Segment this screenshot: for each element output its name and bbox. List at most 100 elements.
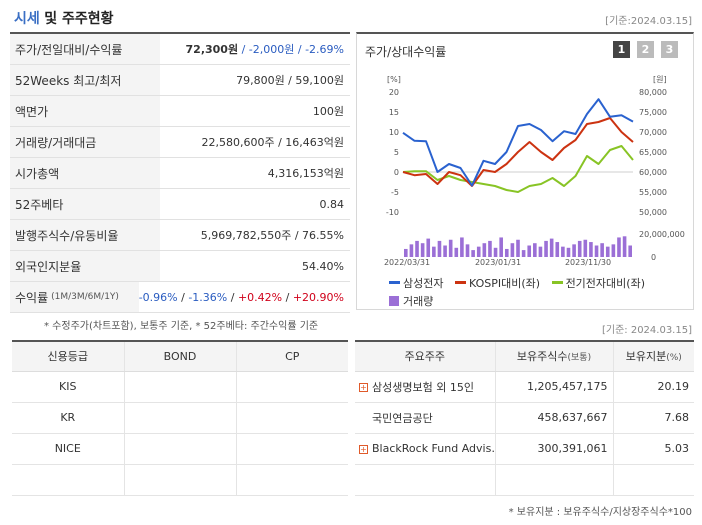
chart-period-button-3[interactable]: 3 [661, 41, 678, 58]
spacer-icon: + [359, 414, 368, 423]
x-tick-label: 2023/01/31 [475, 258, 521, 267]
price-chart: [%] [원] 20 15 10 5 0 -5 -10 80,000 75,000 70,000 6… [384, 75, 685, 267]
legend-swatch [389, 281, 400, 284]
return-1y: +20.90% [292, 290, 344, 304]
volume-bar [544, 240, 548, 257]
quote-value: 72,300원 / -2,000원 / -2.69% [160, 41, 350, 57]
left-tick-label: 5 [394, 148, 399, 157]
volume-bar [527, 245, 532, 257]
volume-bar [583, 239, 588, 257]
quote-label: 시가총액 [10, 158, 160, 188]
col-header: 보유주식수(보통) [494, 341, 613, 372]
volume-bar [415, 240, 419, 257]
volume-bar [594, 245, 599, 257]
legend-swatch [389, 295, 399, 306]
legend-elec: 전기전자대비(좌) [551, 275, 645, 291]
table-row: KIS [12, 371, 348, 403]
shares-cell: 1,205,457,175 [494, 371, 613, 403]
holder-name-cell[interactable]: + 삼성생명보험 외 15인 [355, 371, 495, 403]
holders-reference-date: [기준: 2024.03.15] [601, 325, 692, 336]
right-unit-label: [원] [653, 75, 667, 84]
table-row: + 삼성생명보험 외 15인 1,205,457,175 20.19 [355, 371, 694, 403]
title-rest: 및 주주현황 [44, 11, 114, 27]
x-tick-label: 2023/11/30 [565, 258, 611, 267]
table-row: + BlackRock Fund Advis… 300,391,061 5.03 [355, 433, 694, 465]
col-header: CP [235, 341, 348, 372]
right-tick-label: 50,000 [639, 208, 667, 217]
cp-cell [235, 464, 348, 496]
table-row [355, 464, 694, 496]
volume-bar [499, 237, 503, 257]
pct-cell: 7.68 [612, 402, 694, 434]
col-header-text: 보유주식수 [516, 350, 568, 364]
legend-label: 거래량 [403, 294, 434, 308]
volume-bar [448, 239, 453, 257]
left-unit-label: [%] [387, 75, 401, 84]
volume-bar [521, 250, 526, 257]
quote-value: 54.40% [302, 259, 344, 273]
quote-label: 52주베타 [10, 189, 160, 219]
change-value: / -2,000원 / [238, 43, 306, 56]
left-tick-label: 10 [389, 128, 399, 137]
quote-label: 발행주식수/유동비율 [10, 220, 160, 250]
volume-bar [611, 244, 616, 257]
quote-table: 주가/전일대비/수익률 72,300원 / -2,000원 / -2.69% 5… [10, 32, 350, 313]
quote-footnote: * 수정주가(차트포함), 보통주 기준, * 52주베타: 주간수익률 기준 [44, 321, 319, 332]
volume-tick-label: 20,000,000 [639, 230, 685, 239]
quote-row: 거래량/거래대금 22,580,600주 / 16,463억원 [10, 127, 350, 158]
holder-name-cell[interactable]: + BlackRock Fund Advis… [355, 433, 495, 465]
volume-bar [443, 245, 447, 257]
shares-cell: 300,391,061 [494, 433, 613, 465]
shares-cell [494, 464, 613, 496]
volume-tick-label: 0 [651, 253, 656, 262]
col-header-text: 보유지분 [625, 350, 667, 364]
volume-bar [454, 247, 459, 257]
holder-name[interactable]: BlackRock Fund Advis… [372, 442, 495, 455]
quote-row: 수익률 (1M/3M/6M/1Y) -0.96% / -1.36% / +0.42… [10, 282, 350, 313]
volume-bar [538, 246, 543, 257]
return-1m: -0.96% [138, 290, 178, 304]
quote-row: 외국인지분율 54.40% [10, 251, 350, 282]
col-header-sub: (보통) [567, 353, 592, 364]
legend-label: 전기전자대비(좌) [565, 276, 645, 290]
volume-bar [572, 244, 576, 257]
legend-volume: 거래량 [389, 293, 433, 309]
quote-value: 0.84 [319, 197, 345, 211]
quote-label: 수익률 (1M/3M/6M/1Y) [10, 282, 139, 312]
volume-bar [516, 239, 520, 257]
reference-date: [기준:2024.03.15] [605, 16, 692, 27]
chart-period-button-1[interactable]: 1 [613, 41, 630, 58]
volume-bar [605, 246, 610, 257]
volume-bar [566, 247, 571, 257]
volume-bar [465, 244, 470, 257]
returns-label: 수익률 [15, 290, 49, 305]
left-tick-label: -10 [386, 208, 399, 217]
table-row: NICE [12, 433, 348, 465]
holder-name: 국민연금공단 [372, 411, 433, 425]
page-title: 시세 및 주주현황 [14, 8, 114, 28]
col-header: 보유지분(%) [612, 341, 694, 372]
col-header-sub: (%) [666, 353, 682, 364]
quote-label: 액면가 [10, 96, 160, 126]
left-tick-label: 20 [389, 88, 399, 97]
kospi-relative-line [402, 117, 634, 187]
volume-bar [471, 250, 475, 257]
agency-cell: NICE [12, 433, 124, 465]
volume-bar [549, 238, 554, 257]
left-tick-label: -5 [391, 188, 399, 197]
volume-bar [628, 245, 632, 257]
pct-cell: 20.19 [612, 371, 694, 403]
volume-bar [460, 237, 464, 257]
expand-plus-icon[interactable]: + [359, 444, 368, 454]
shares-cell: 458,637,667 [494, 402, 613, 434]
expand-plus-icon[interactable]: + [359, 383, 368, 392]
volume-bar [476, 246, 481, 257]
holder-name[interactable]: 삼성생명보험 외 15인 [372, 380, 474, 394]
chart-period-button-2[interactable]: 2 [637, 41, 654, 58]
quote-row: 시가총액 4,316,153억원 [10, 158, 350, 189]
col-header: 주요주주 [355, 341, 495, 372]
col-header: BOND [123, 341, 236, 372]
right-tick-label: 75,000 [639, 108, 667, 117]
volume-bar [589, 242, 593, 257]
pct-cell: 5.03 [612, 433, 694, 465]
